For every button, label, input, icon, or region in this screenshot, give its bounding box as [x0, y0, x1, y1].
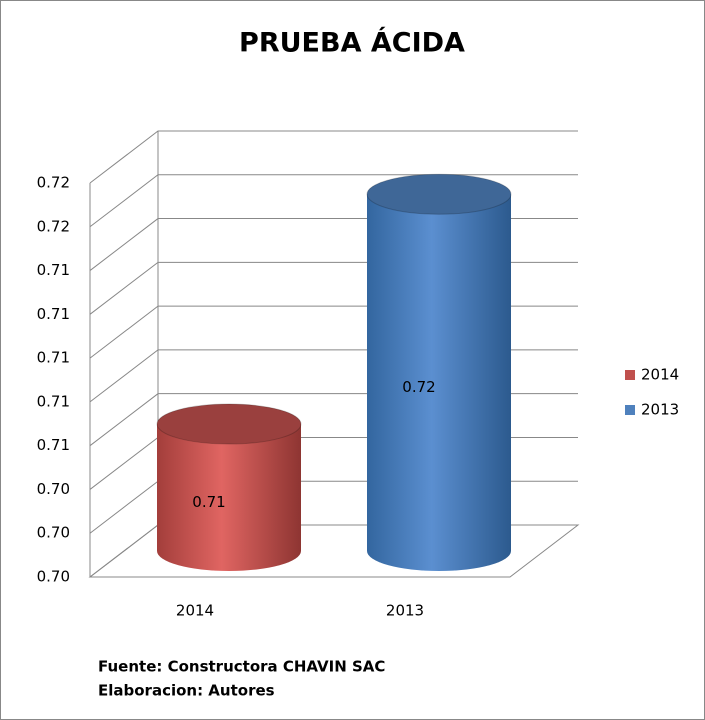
legend-label: 2013: [641, 401, 679, 419]
y-tick-label: 0.70: [37, 524, 70, 542]
legend-swatch: [625, 370, 635, 380]
source-note: Elaboracion: Autores: [98, 682, 275, 700]
y-tick-label: 0.71: [37, 305, 70, 323]
legend-label: 2014: [641, 366, 679, 384]
y-tick-label: 0.71: [37, 261, 70, 279]
y-tick-label: 0.72: [37, 217, 70, 235]
x-tick-label: 2013: [386, 602, 424, 620]
value-label: 0.71: [192, 493, 225, 511]
source-note: Fuente: Constructora CHAVIN SAC: [98, 658, 385, 676]
chart-title: PRUEBA ÁCIDA: [239, 27, 465, 59]
cylinder-top: [156, 403, 302, 445]
grid-line: [89, 130, 578, 184]
y-tick-label: 0.71: [37, 349, 70, 367]
legend-swatch: [625, 405, 635, 415]
cylinder-top: [366, 173, 512, 215]
y-tick-label: 0.70: [37, 480, 70, 498]
cylinder: [157, 424, 301, 571]
cylinder: [367, 194, 511, 571]
value-label: 0.72: [402, 378, 435, 396]
y-tick-label: 0.71: [37, 436, 70, 454]
x-tick-label: 2014: [176, 602, 214, 620]
y-tick-label: 0.72: [37, 174, 70, 192]
y-tick-label: 0.70: [37, 568, 70, 586]
y-tick-label: 0.71: [37, 392, 70, 410]
